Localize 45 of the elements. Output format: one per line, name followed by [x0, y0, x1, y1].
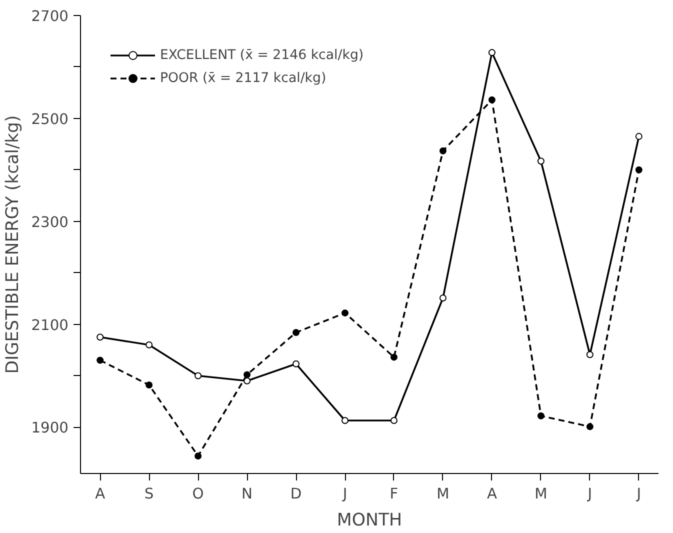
- point: [292, 360, 300, 368]
- point: [244, 371, 251, 378]
- legend-label: EXCELLENT (x̄ = 2146 kcal/kg): [160, 48, 364, 62]
- point: [439, 147, 446, 154]
- point: [342, 309, 349, 316]
- y-axis-title: DIGESTIBLE ENERGY (kcal/kg): [3, 115, 24, 374]
- x-tick-label: J: [342, 486, 348, 502]
- x-tick-label: J: [636, 486, 642, 502]
- x-tick-label: M: [534, 486, 548, 502]
- x-axis-title: MONTH: [336, 510, 402, 530]
- point: [146, 381, 153, 388]
- point: [194, 372, 202, 380]
- point: [586, 423, 594, 430]
- point: [292, 329, 300, 336]
- y-tick-label: 2700: [31, 8, 69, 25]
- point: [96, 356, 104, 364]
- point: [635, 166, 642, 174]
- point: [146, 341, 153, 348]
- point: [537, 158, 544, 165]
- point: [390, 354, 398, 361]
- x-tick-label: D: [290, 486, 302, 502]
- point: [488, 96, 496, 104]
- x-tick-label: J: [586, 486, 592, 502]
- point: [635, 132, 642, 140]
- point: [537, 412, 544, 420]
- x-tick-label: N: [242, 486, 253, 502]
- y-tick-label: 2500: [31, 110, 69, 128]
- legend-label: POOR (x̄ = 2117 kcal/kg): [160, 70, 326, 86]
- y-tick-label: 2100: [31, 316, 69, 334]
- x-tick-label: F: [390, 486, 398, 502]
- point: [586, 351, 594, 358]
- x-tick-label: O: [192, 486, 204, 502]
- x-tick-label: M: [436, 486, 450, 502]
- y-tick-label: 1900: [31, 420, 69, 437]
- x-tick-label: A: [95, 486, 106, 502]
- point: [96, 334, 104, 341]
- x-tick-label: S: [144, 486, 154, 502]
- y-tick-label: 2300: [31, 214, 69, 231]
- point: [342, 417, 349, 424]
- point: [194, 452, 202, 460]
- point: [488, 49, 496, 56]
- point: [439, 294, 446, 302]
- x-tick-label: A: [486, 486, 497, 502]
- point: [244, 377, 251, 384]
- point: [390, 417, 398, 424]
